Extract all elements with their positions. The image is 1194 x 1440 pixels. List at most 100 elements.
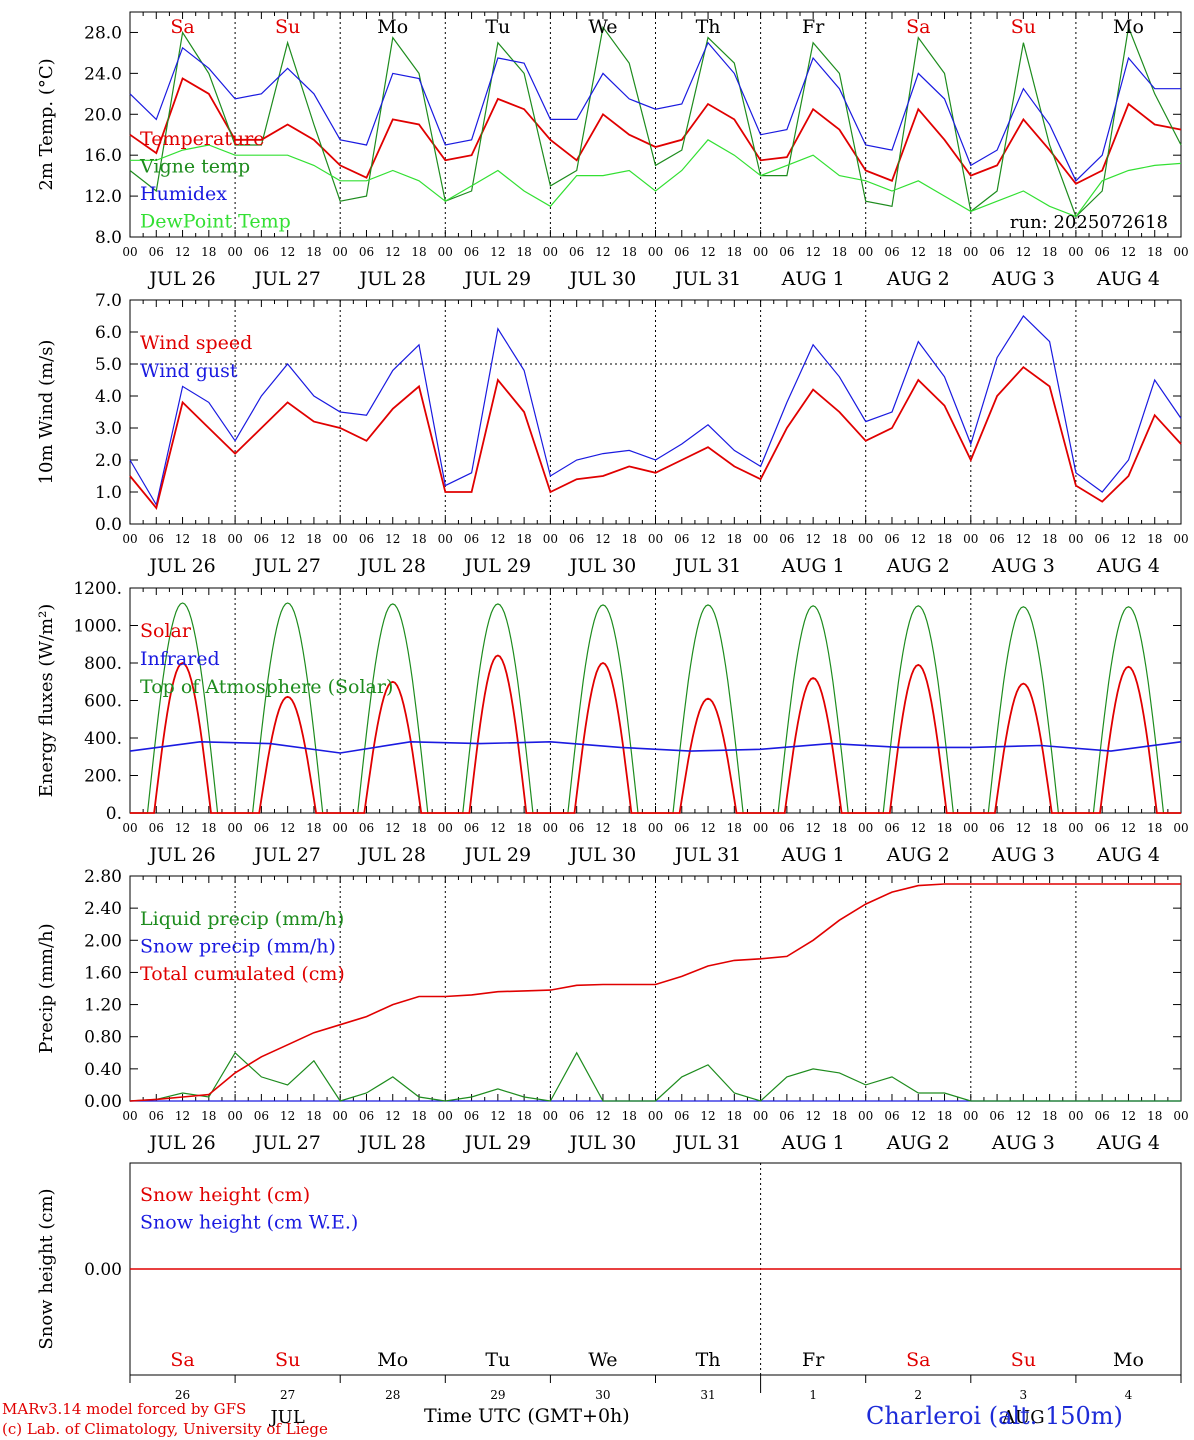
hour-tick-label: 00 xyxy=(122,532,137,546)
hour-tick-label: 12 xyxy=(280,1109,295,1123)
date-label: AUG 1 xyxy=(781,555,845,577)
date-label: JUL 28 xyxy=(358,844,426,866)
hour-tick-label: 00 xyxy=(438,821,453,835)
hour-tick-label: 00 xyxy=(963,245,978,259)
y-tick-label: 600. xyxy=(84,692,122,712)
y-tick-label: 1200. xyxy=(73,579,122,599)
hour-tick-label: 06 xyxy=(989,532,1004,546)
hour-tick-label: 18 xyxy=(411,245,426,259)
y-tick-label: 1000. xyxy=(73,617,122,637)
hour-tick-label: 00 xyxy=(543,532,558,546)
date-label: AUG 2 xyxy=(886,268,950,290)
hour-tick-label: 18 xyxy=(832,532,847,546)
y-tick-label: 0.80 xyxy=(84,1028,122,1048)
date-label: JUL 26 xyxy=(147,1132,215,1154)
month-label-aug: AUG xyxy=(1001,1407,1045,1428)
date-label: JUL 28 xyxy=(358,268,426,290)
weekday-label: Tu xyxy=(485,16,510,38)
hour-tick-label: 00 xyxy=(333,532,348,546)
hour-tick-label: 00 xyxy=(438,532,453,546)
hour-tick-label: 18 xyxy=(201,821,216,835)
hour-tick-label: 18 xyxy=(1147,821,1162,835)
y-tick-label: 1.0 xyxy=(95,483,122,503)
hour-tick-label: 12 xyxy=(490,245,505,259)
hour-tick-label: 06 xyxy=(569,245,584,259)
hour-tick-label: 18 xyxy=(622,821,637,835)
hour-tick-label: 00 xyxy=(753,821,768,835)
day-number-label: 3 xyxy=(1020,1388,1028,1402)
y-tick-label: 3.0 xyxy=(95,419,122,439)
hour-tick-label: 06 xyxy=(149,245,164,259)
series-infrared xyxy=(129,740,1182,754)
hour-tick-label: 00 xyxy=(227,821,242,835)
hour-tick-label: 00 xyxy=(333,821,348,835)
hour-tick-label: 00 xyxy=(1173,1109,1188,1123)
hour-tick-label: 06 xyxy=(884,821,899,835)
hour-tick-label: 06 xyxy=(1095,245,1110,259)
hour-tick-label: 00 xyxy=(227,245,242,259)
y-tick-label: 16.0 xyxy=(84,146,122,166)
date-label: JUL 30 xyxy=(568,268,636,290)
date-label: AUG 2 xyxy=(886,844,950,866)
run-label: run: 2025072618 xyxy=(1010,212,1168,233)
weekday-label: Su xyxy=(275,1349,300,1371)
hour-tick-label: 18 xyxy=(516,821,531,835)
hour-tick-label: 06 xyxy=(149,1109,164,1123)
weekday-label: Su xyxy=(1011,1349,1036,1371)
hour-tick-label: 18 xyxy=(727,532,742,546)
hour-tick-label: 06 xyxy=(254,245,269,259)
hour-tick-label: 00 xyxy=(963,1109,978,1123)
y-tick-label: 12.0 xyxy=(84,187,122,207)
hour-tick-label: 00 xyxy=(438,1109,453,1123)
weekday-label: Sa xyxy=(906,1349,930,1371)
y-tick-label: 0.00 xyxy=(84,1092,122,1112)
date-label: JUL 29 xyxy=(463,555,531,577)
hour-tick-label: 00 xyxy=(753,532,768,546)
hour-tick-label: 06 xyxy=(1095,532,1110,546)
date-label: JUL 26 xyxy=(147,555,215,577)
date-label: JUL 29 xyxy=(463,844,531,866)
weekday-label: Sa xyxy=(170,1349,194,1371)
hour-tick-label: 12 xyxy=(280,532,295,546)
y-tick-label: 400. xyxy=(84,729,122,749)
hour-tick-label: 00 xyxy=(963,532,978,546)
hour-tick-label: 18 xyxy=(832,245,847,259)
hour-tick-label: 12 xyxy=(911,532,926,546)
hour-tick-label: 18 xyxy=(1147,245,1162,259)
hour-tick-label: 18 xyxy=(727,245,742,259)
weekday-label: Su xyxy=(1011,16,1036,38)
hour-tick-label: 18 xyxy=(201,245,216,259)
hour-tick-label: 18 xyxy=(832,821,847,835)
hour-tick-label: 12 xyxy=(700,245,715,259)
hour-tick-label: 00 xyxy=(1173,821,1188,835)
hour-tick-label: 06 xyxy=(674,245,689,259)
weekday-label: We xyxy=(588,1349,617,1371)
station-label: Charleroi (alt. 150m) xyxy=(866,1402,1123,1430)
hour-tick-label: 18 xyxy=(1042,821,1057,835)
weekday-label: Tu xyxy=(485,1349,510,1371)
y-tick-label: 200. xyxy=(84,767,122,787)
series-vigne-temp xyxy=(129,25,1182,218)
hour-tick-label: 00 xyxy=(858,1109,873,1123)
hour-tick-label: 12 xyxy=(175,821,190,835)
weekday-label: Fr xyxy=(802,1349,825,1371)
y-tick-label: 8.0 xyxy=(95,228,122,248)
hour-tick-label: 00 xyxy=(648,532,663,546)
day-number-label: 29 xyxy=(490,1388,505,1402)
hour-tick-label: 00 xyxy=(333,245,348,259)
y-tick-label: 4.0 xyxy=(95,387,122,407)
hour-tick-label: 12 xyxy=(1121,1109,1136,1123)
y-tick-label: 2.80 xyxy=(84,867,122,887)
day-number-label: 26 xyxy=(175,1388,190,1402)
energy-y-axis-label: Energy fluxes (W/m²) xyxy=(36,604,57,798)
hour-tick-label: 06 xyxy=(359,245,374,259)
date-label: AUG 4 xyxy=(1096,844,1160,866)
date-label: JUL 27 xyxy=(252,555,320,577)
hour-tick-label: 12 xyxy=(175,1109,190,1123)
date-label: AUG 3 xyxy=(991,1132,1055,1154)
date-label: AUG 1 xyxy=(781,844,845,866)
y-tick-label: 28.0 xyxy=(84,23,122,43)
hour-tick-label: 12 xyxy=(385,1109,400,1123)
hour-tick-label: 18 xyxy=(201,1109,216,1123)
hour-tick-label: 06 xyxy=(674,532,689,546)
